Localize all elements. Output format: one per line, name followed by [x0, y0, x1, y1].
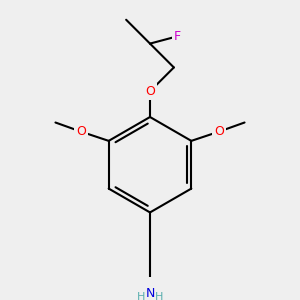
Text: O: O [76, 125, 86, 138]
Text: O: O [214, 125, 224, 138]
Text: H: H [155, 292, 164, 300]
Text: F: F [174, 30, 181, 43]
Text: H: H [136, 292, 145, 300]
Text: O: O [145, 85, 155, 98]
Text: N: N [145, 287, 155, 300]
